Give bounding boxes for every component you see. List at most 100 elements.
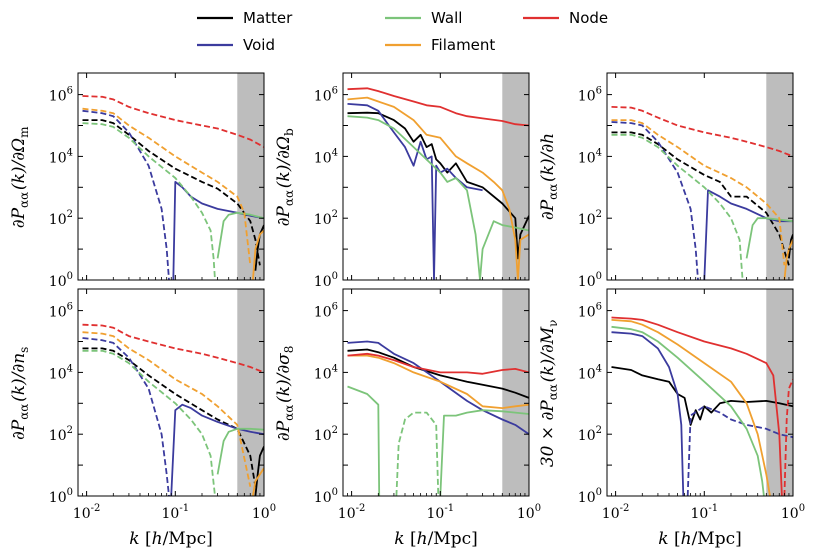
xtick-label: 10-1 bbox=[162, 503, 190, 522]
legend-item-void: Void bbox=[197, 36, 275, 54]
legend-label-node: Node bbox=[569, 9, 608, 27]
xtick-label: 100 bbox=[252, 503, 276, 522]
panel-2: 100 102 104 106 ∂Pαα (k)/∂h bbox=[538, 72, 794, 290]
series-wall-dashed bbox=[82, 349, 216, 496]
series-void-solid bbox=[703, 189, 793, 280]
series-filament-dashed bbox=[82, 107, 252, 266]
series-group bbox=[611, 106, 793, 280]
series-matter-solid bbox=[254, 224, 264, 271]
series-wall-solid bbox=[216, 427, 264, 475]
series-wall bbox=[611, 325, 765, 496]
xtick-label: 10-2 bbox=[73, 503, 101, 522]
shaded-region bbox=[237, 73, 264, 280]
xlabel: k [h/Mpc] bbox=[658, 529, 741, 549]
series-wall-solid-a bbox=[347, 385, 381, 496]
xtick-label: 100 bbox=[781, 503, 805, 522]
ytick-label: 100 bbox=[49, 271, 73, 290]
ytick-label: 104 bbox=[49, 147, 73, 166]
ytick-label: 106 bbox=[49, 302, 73, 321]
series-wall-dashed bbox=[611, 133, 744, 280]
ytick-label: 100 bbox=[578, 487, 602, 506]
ylabel: ∂Pαα (k)/∂ns bbox=[9, 345, 31, 440]
series-wall-solid bbox=[745, 217, 793, 259]
ytick-label: 106 bbox=[49, 86, 73, 105]
legend-label-void: Void bbox=[243, 36, 275, 54]
series-wall-dashed bbox=[395, 411, 440, 496]
plot-frame bbox=[342, 288, 530, 497]
ytick-label: 104 bbox=[578, 363, 602, 382]
ytick-label: 100 bbox=[578, 271, 602, 290]
xtick-label: 100 bbox=[517, 503, 541, 522]
ytick-label: 100 bbox=[314, 487, 338, 506]
ytick-label: 104 bbox=[314, 363, 338, 382]
shaded-region bbox=[766, 73, 793, 280]
ytick-label: 100 bbox=[314, 271, 338, 290]
ytick-label: 102 bbox=[49, 425, 73, 444]
ytick-label: 102 bbox=[314, 425, 338, 444]
legend-label-matter: Matter bbox=[243, 9, 293, 27]
series-matter-dashed bbox=[82, 347, 257, 487]
plot-frame bbox=[77, 288, 265, 497]
ytick-label: 102 bbox=[578, 209, 602, 228]
ytick-label: 102 bbox=[49, 209, 73, 228]
panels: 100 102 104 106 ∂Pαα (k)/∂Ωm 100 102 104 106 ∂Pα… bbox=[9, 72, 805, 549]
series-group bbox=[82, 323, 264, 496]
series-filament bbox=[611, 319, 771, 496]
series-node bbox=[347, 352, 529, 375]
plot-frame bbox=[77, 72, 265, 281]
series-node bbox=[347, 87, 529, 127]
series-node-dashed bbox=[783, 378, 793, 496]
series-void-solid bbox=[170, 403, 264, 496]
series-void bbox=[347, 103, 483, 280]
series-group bbox=[611, 316, 793, 496]
series-matter-solid bbox=[254, 446, 264, 496]
panel-1: 100 102 104 106 ∂Pαα (k)/∂Ωb bbox=[274, 72, 530, 290]
series-node-dashed bbox=[611, 106, 793, 158]
series-matter bbox=[347, 111, 529, 260]
series-wall-solid bbox=[216, 211, 264, 259]
series-matter-dashed bbox=[82, 119, 261, 266]
ylabel: ∂Pαα (k)/∂Ωm bbox=[9, 125, 31, 228]
series-void-dashed bbox=[82, 109, 170, 280]
xtick-label: 10-1 bbox=[691, 503, 719, 522]
series-matter bbox=[611, 366, 793, 426]
legend-item-wall: Wall bbox=[385, 9, 462, 27]
series-wall bbox=[347, 115, 529, 280]
ylabel: ∂Pαα (k)/∂h bbox=[538, 133, 560, 220]
ylabel: ∂Pαα (k)/∂Ωb bbox=[274, 127, 296, 227]
legend: Matter Void Wall Filament Node bbox=[197, 9, 608, 54]
legend-label-filament: Filament bbox=[431, 36, 495, 54]
xtick-label: 10-1 bbox=[427, 503, 455, 522]
series-wall-dashed bbox=[82, 122, 216, 280]
panel-0: 100 102 104 106 ∂Pαα (k)/∂Ωm bbox=[9, 72, 265, 290]
ylabel: 30 × ∂Pαα (k)/∂Mν bbox=[538, 318, 560, 467]
series-node-solid bbox=[611, 316, 783, 496]
ytick-label: 106 bbox=[314, 302, 338, 321]
legend-label-wall: Wall bbox=[431, 9, 462, 27]
ytick-label: 104 bbox=[578, 147, 602, 166]
ytick-label: 106 bbox=[314, 86, 338, 105]
series-filament-solid bbox=[252, 467, 264, 496]
panel-4: 100 102 104 106 10-2 10-1 100 k [h/Mpc] ∂Pαα (k)… bbox=[274, 288, 541, 549]
series-matter-dashed bbox=[611, 131, 790, 266]
ylabel: ∂Pαα (k)/∂σ8 bbox=[274, 344, 296, 441]
xtick-label: 10-2 bbox=[338, 503, 366, 522]
legend-item-matter: Matter bbox=[197, 9, 293, 27]
series-filament-solid bbox=[783, 239, 793, 280]
series-filament-dashed bbox=[82, 331, 252, 487]
ytick-label: 102 bbox=[578, 425, 602, 444]
series-void-solid bbox=[611, 331, 685, 496]
series-group bbox=[347, 87, 529, 280]
xtick-label: 10-2 bbox=[602, 503, 630, 522]
ytick-label: 100 bbox=[49, 487, 73, 506]
series-group bbox=[347, 340, 529, 496]
legend-item-filament: Filament bbox=[385, 36, 495, 54]
series-void-dashed bbox=[82, 337, 170, 496]
ytick-label: 102 bbox=[314, 209, 338, 228]
plot-frame bbox=[606, 72, 794, 281]
series-wall-solid-b bbox=[439, 409, 529, 496]
ytick-label: 106 bbox=[578, 86, 602, 105]
panel-3: 100 102 104 106 10-2 10-1 100 k [h/Mpc] ∂Pαα (k)… bbox=[9, 288, 276, 549]
series-void-dashed bbox=[686, 405, 793, 496]
